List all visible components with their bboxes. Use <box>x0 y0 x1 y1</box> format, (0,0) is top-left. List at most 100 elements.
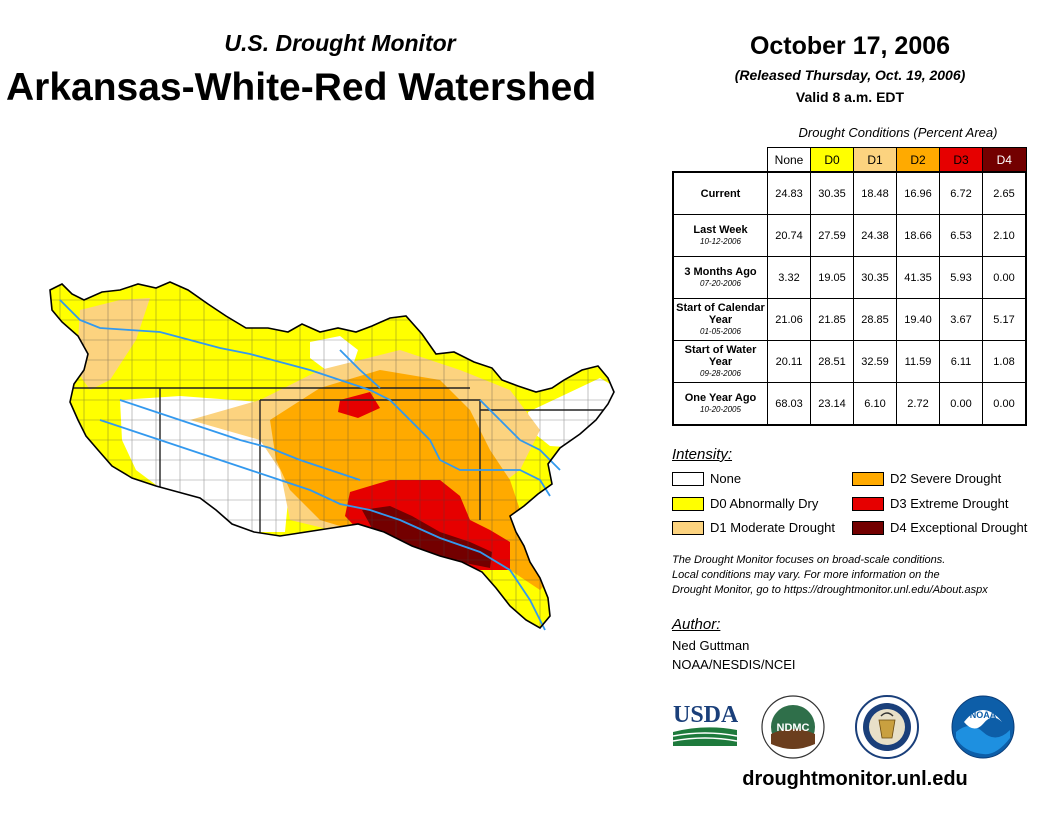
table-cell: 20.11 <box>767 340 811 383</box>
basin-outline <box>49 281 615 630</box>
table-row: Current 24.83 30.35 18.48 16.96 6.72 2.65 <box>672 171 1027 215</box>
table-row: Start of Water Year 09-28-2006 20.11 28.51 3… <box>672 340 1027 383</box>
legend-item-none: None <box>672 471 741 486</box>
table-cell: 2.10 <box>982 214 1027 257</box>
legend-item-d2: D2 Severe Drought <box>852 471 1001 486</box>
col-d2: D2 <box>896 147 940 173</box>
col-d1: D1 <box>853 147 897 173</box>
table-cell: 3.67 <box>939 298 983 341</box>
row-label: One Year Ago 10-20-2005 <box>672 382 768 426</box>
noaa-logo: NOAA <box>951 695 1015 759</box>
table-cell: 19.05 <box>810 256 854 299</box>
table-cell: 5.93 <box>939 256 983 299</box>
legend-swatch <box>852 471 884 486</box>
website-url[interactable]: droughtmonitor.unl.edu <box>742 768 968 790</box>
release-date: (Released Thursday, Oct. 19, 2006) <box>734 67 966 83</box>
legend-label: D1 Moderate Drought <box>710 520 836 535</box>
table-cell: 21.85 <box>810 298 854 341</box>
rivers <box>59 299 561 631</box>
table-cell: 30.35 <box>810 171 854 215</box>
note-line: Local conditions may vary. For more info… <box>672 569 940 581</box>
table-cell: 5.17 <box>982 298 1027 341</box>
row-label: Start of Calendar Year 01-05-2006 <box>672 298 768 341</box>
ndmc-logo: NDMC <box>761 695 825 759</box>
noaa-logo-text: NOAA <box>970 710 997 720</box>
row-label-text: Last Week <box>693 223 748 236</box>
table-header-row: None D0 D1 D2 D3 D4 <box>673 147 1027 173</box>
legend-label: D3 Extreme Drought <box>890 496 1009 511</box>
table-cell: 19.40 <box>896 298 940 341</box>
author-name: Ned Guttman <box>672 638 750 653</box>
table-cell: 2.65 <box>982 171 1027 215</box>
legend-swatch <box>672 520 704 535</box>
table-cell: 11.59 <box>896 340 940 383</box>
table-cell: 6.72 <box>939 171 983 215</box>
col-d0: D0 <box>810 147 854 173</box>
table-cell: 30.35 <box>853 256 897 299</box>
area-d3-north <box>338 392 380 418</box>
table-cell: 24.38 <box>853 214 897 257</box>
white-river <box>479 399 561 471</box>
legend-swatch <box>852 520 884 535</box>
legend-label: D4 Exceptional Drought <box>890 520 1028 535</box>
table-cell: 2.72 <box>896 382 940 426</box>
author-heading: Author: <box>672 616 721 633</box>
table-cell: 0.00 <box>982 382 1027 426</box>
legend-item-d3: D3 Extreme Drought <box>852 496 1009 511</box>
table-cell: 6.53 <box>939 214 983 257</box>
table-row: Start of Calendar Year 01-05-2006 21.06 21.… <box>672 298 1027 341</box>
usda-logo: USDA <box>672 702 738 746</box>
legend-label: D0 Abnormally Dry <box>710 496 819 511</box>
col-d3: D3 <box>939 147 983 173</box>
table-cell: 32.59 <box>853 340 897 383</box>
table-cell: 24.83 <box>767 171 811 215</box>
neosho-river <box>339 349 381 389</box>
row-label-text: Start of Calendar Year <box>676 301 765 326</box>
row-label-text: Current <box>700 187 741 200</box>
valid-date: October 17, 2006 <box>749 32 951 60</box>
table-cell: 21.06 <box>767 298 811 341</box>
table-cell: 68.03 <box>767 382 811 426</box>
ndmc-logo-text: NDMC <box>777 722 810 734</box>
row-date: 01-05-2006 <box>700 326 741 336</box>
canadian-river <box>119 399 361 481</box>
table-row: One Year Ago 10-20-2005 68.03 23.14 6.10 2.72… <box>672 382 1027 426</box>
table-cell: 41.35 <box>896 256 940 299</box>
disclaimer-note: The Drought Monitor focuses on broad-sca… <box>672 553 1042 598</box>
col-none: None <box>767 147 811 173</box>
row-label: Start of Water Year 09-28-2006 <box>672 340 768 383</box>
row-date: 10-20-2005 <box>700 404 741 414</box>
table-caption: Drought Conditions (Percent Area) <box>798 125 998 140</box>
table-cell: 6.10 <box>853 382 897 426</box>
map-subtitle: U.S. Drought Monitor <box>224 30 456 56</box>
table-cell: 6.11 <box>939 340 983 383</box>
legend-item-d1: D1 Moderate Drought <box>672 520 835 535</box>
author-org: NOAA/NESDIS/NCEI <box>672 657 796 672</box>
row-label-text: One Year Ago <box>684 391 757 404</box>
commerce-seal <box>855 695 919 759</box>
row-label: 3 Months Ago 07-20-2006 <box>672 256 768 299</box>
table-cell: 28.85 <box>853 298 897 341</box>
table-cell: 18.66 <box>896 214 940 257</box>
row-label: Last Week 10-12-2006 <box>672 214 768 257</box>
table-cell: 23.14 <box>810 382 854 426</box>
area-d1-nw <box>76 298 150 390</box>
area-d4 <box>362 506 492 568</box>
valid-time: Valid 8 a.m. EDT <box>795 89 905 105</box>
table-row: 3 Months Ago 07-20-2006 3.32 19.05 30.35 41.3… <box>672 256 1027 299</box>
row-date: 07-20-2006 <box>700 278 741 288</box>
table-cell: 16.96 <box>896 171 940 215</box>
usda-logo-text: USDA <box>673 702 738 728</box>
legend-label: D2 Severe Drought <box>890 471 1002 486</box>
legend-swatch <box>852 496 884 511</box>
drought-table: None D0 D1 D2 D3 D4 Current 24.83 30.35 18.… <box>672 147 1027 426</box>
row-date: 09-28-2006 <box>700 368 741 378</box>
red-river <box>99 419 546 631</box>
row-label-text: 3 Months Ago <box>684 265 757 278</box>
row-date: 10-12-2006 <box>700 236 741 246</box>
note-line: The Drought Monitor focuses on broad-sca… <box>672 554 946 566</box>
table-cell: 18.48 <box>853 171 897 215</box>
table-cell: 1.08 <box>982 340 1027 383</box>
legend-swatch <box>672 471 704 486</box>
table-cell: 3.32 <box>767 256 811 299</box>
